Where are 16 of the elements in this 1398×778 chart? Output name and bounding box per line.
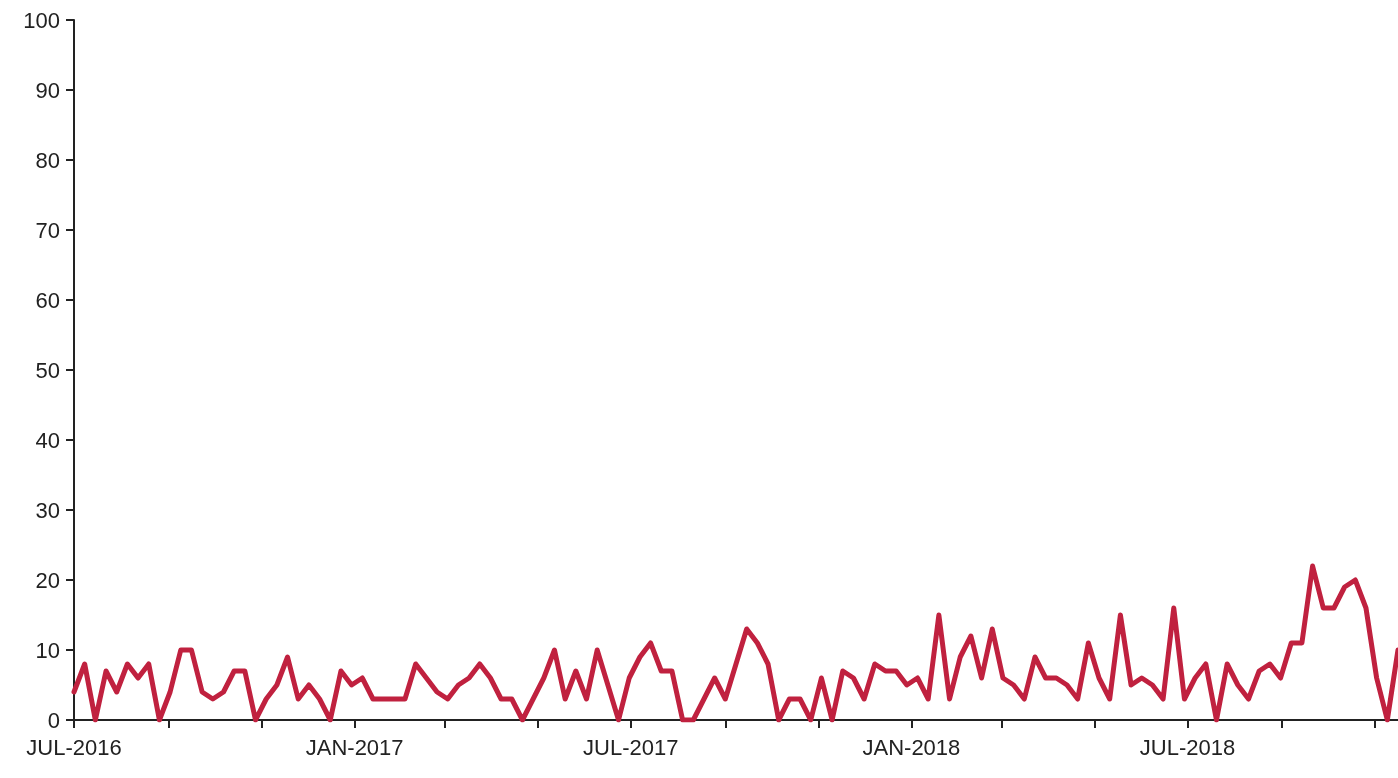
x-tick-label: JUL-2016	[26, 734, 122, 760]
y-tick-label: 90	[35, 77, 60, 103]
y-tick-label: 20	[35, 567, 60, 593]
y-tick-label: 0	[47, 707, 60, 733]
x-tick-label: JUL-2018	[1139, 734, 1236, 760]
y-tick-label: 10	[35, 637, 60, 663]
x-tick-label: JAN-2017	[305, 734, 404, 760]
x-tick-label: JUL-2017	[583, 734, 679, 760]
y-tick-label: 70	[35, 217, 60, 243]
y-tick-label: 30	[35, 497, 60, 523]
y-tick-label: 40	[35, 427, 60, 453]
x-tick-label: JAN-2018	[862, 734, 961, 760]
y-tick-label: 60	[35, 287, 60, 313]
y-tick-label: 100	[23, 7, 60, 33]
y-tick-label: 80	[35, 147, 60, 173]
y-tick-label: 50	[35, 357, 60, 383]
